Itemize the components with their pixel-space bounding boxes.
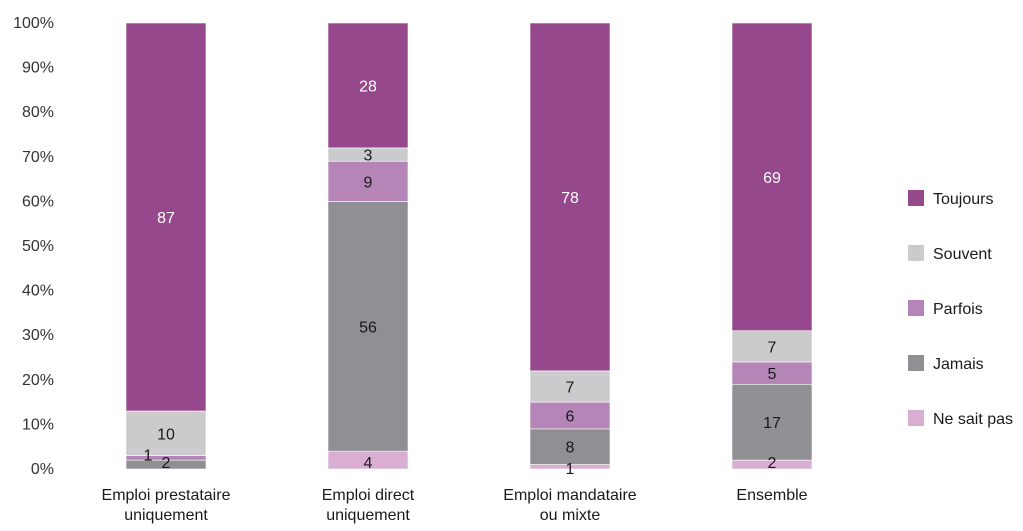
- x-axis: Emploi prestataire uniquement Emploi direc…: [102, 487, 808, 524]
- legend-item: Jamais: [908, 355, 984, 373]
- bar-stack: 2 17 5 7 69: [731, 22, 813, 472]
- data-label: 2: [768, 455, 777, 472]
- data-label: 1: [144, 448, 153, 465]
- data-label: 6: [566, 408, 575, 425]
- legend-item: Parfois: [908, 300, 983, 318]
- y-axis: 0% 10% 20% 30% 40% 50% 60% 70% 80% 90% 100%: [13, 15, 54, 478]
- bar-segment: [327, 160, 409, 202]
- data-label: 8: [566, 440, 575, 457]
- y-tick-label: 50%: [22, 238, 54, 255]
- legend-swatch: [908, 410, 924, 426]
- bar-segment: [731, 22, 813, 332]
- data-label: 87: [157, 210, 175, 227]
- data-label: 10: [157, 426, 175, 443]
- y-tick-label: 0%: [31, 461, 54, 478]
- bar-segment: [731, 330, 813, 363]
- bar-segment: [327, 201, 409, 452]
- legend-label: Toujours: [933, 191, 993, 208]
- y-tick-label: 90%: [22, 60, 54, 77]
- category-label: uniquement: [326, 507, 410, 524]
- data-label: 9: [364, 174, 373, 191]
- data-label: 7: [566, 379, 575, 396]
- legend-swatch: [908, 190, 924, 206]
- legend-label: Jamais: [933, 356, 984, 373]
- category-label: ou mixte: [540, 507, 601, 524]
- category-label: Emploi mandataire: [503, 487, 637, 504]
- bar-segment: [327, 22, 409, 149]
- legend-swatch: [908, 355, 924, 371]
- y-tick-label: 80%: [22, 104, 54, 121]
- y-tick-label: 20%: [22, 372, 54, 389]
- category-label: uniquement: [124, 507, 208, 524]
- data-label: 69: [763, 170, 781, 187]
- legend-label: Souvent: [933, 246, 992, 263]
- y-tick-label: 70%: [22, 149, 54, 166]
- y-tick-label: 10%: [22, 416, 54, 433]
- data-label: 2: [162, 455, 171, 472]
- data-label: 5: [768, 366, 777, 383]
- bar-stack: 4 56 9 3 28: [327, 22, 409, 472]
- data-label: 4: [364, 455, 373, 472]
- legend: Toujours Souvent Parfois Jamais Ne sait pas: [908, 190, 1013, 428]
- data-label: 7: [768, 339, 777, 356]
- bar-stack: 1 8 6 7 78: [529, 22, 611, 478]
- category-label: Emploi prestataire: [102, 487, 231, 504]
- legend-item: Ne sait pas: [908, 410, 1013, 428]
- data-label: 3: [364, 147, 373, 164]
- data-label: 1: [566, 461, 575, 478]
- category-label: Emploi direct: [322, 487, 415, 504]
- bar-segment: [731, 383, 813, 461]
- data-label: 17: [763, 415, 781, 432]
- bar-segment: [125, 410, 207, 456]
- legend-label: Parfois: [933, 301, 983, 318]
- y-tick-label: 30%: [22, 327, 54, 344]
- data-label: 28: [359, 78, 377, 95]
- y-tick-label: 40%: [22, 283, 54, 300]
- legend-swatch: [908, 245, 924, 261]
- bar-segment: [529, 22, 611, 372]
- legend-swatch: [908, 300, 924, 316]
- y-tick-label: 60%: [22, 193, 54, 210]
- category-label: Ensemble: [736, 487, 807, 504]
- data-label: 56: [359, 319, 377, 336]
- legend-item: Souvent: [908, 245, 992, 263]
- legend-label: Ne sait pas: [933, 411, 1013, 428]
- bar-segment: [125, 22, 207, 412]
- y-tick-label: 100%: [13, 15, 54, 32]
- data-label: 78: [561, 190, 579, 207]
- legend-item: Toujours: [908, 190, 993, 208]
- bar-segment: [529, 370, 611, 403]
